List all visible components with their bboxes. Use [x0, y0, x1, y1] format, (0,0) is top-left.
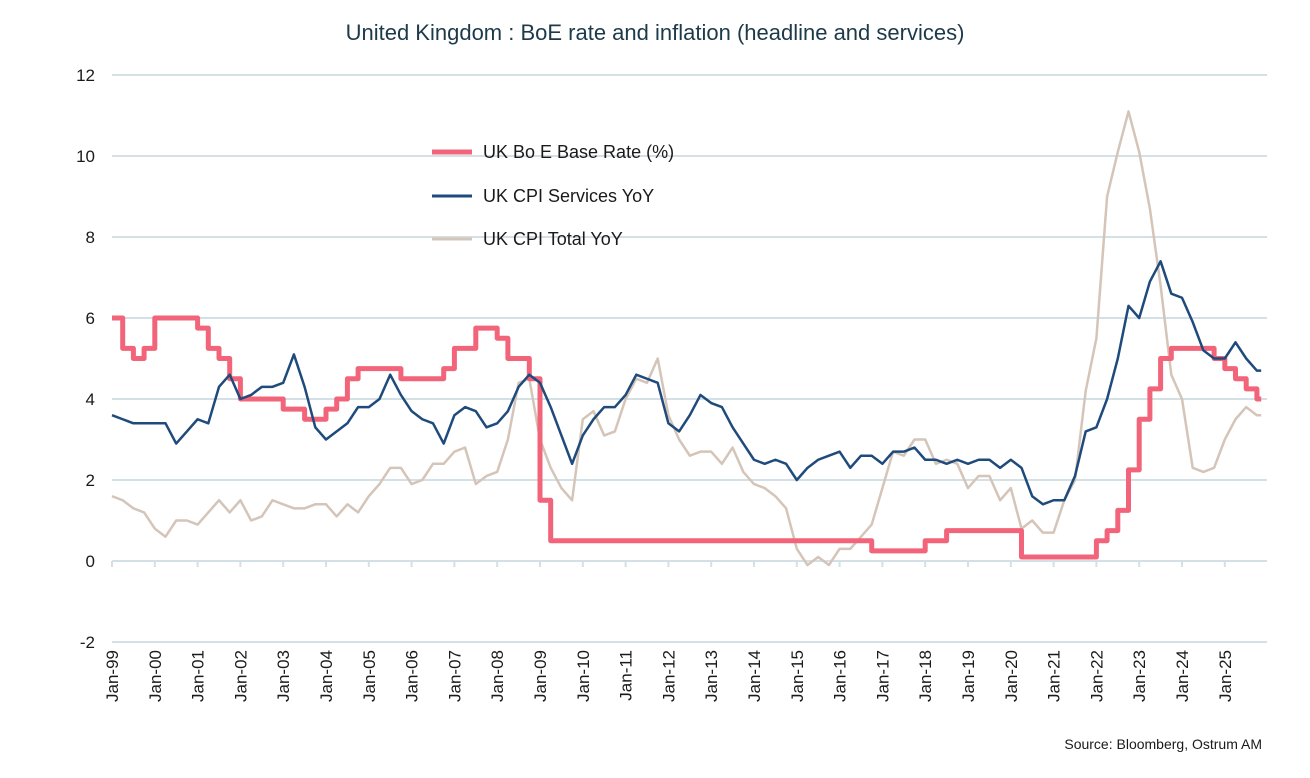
x-tick-label: Jan-10 — [574, 650, 593, 702]
x-tick-label: Jan-09 — [531, 650, 550, 702]
x-tick-label: Jan-21 — [1045, 650, 1064, 702]
y-tick-label: 6 — [86, 309, 95, 328]
x-tick-label: Jan-15 — [788, 650, 807, 702]
x-tick-label: Jan-25 — [1216, 650, 1235, 702]
y-tick-label: 4 — [86, 390, 95, 409]
x-tick-label: Jan-18 — [916, 650, 935, 702]
x-tick-label: Jan-04 — [317, 650, 336, 702]
line-cpi-services — [111, 260, 1262, 506]
y-axis-ticks: -2 0 2 4 6 8 10 12 — [76, 66, 95, 652]
x-tick-label: Jan-14 — [745, 650, 764, 702]
legend: UK Bo E Base Rate (%) UK CPI Services Yo… — [432, 142, 674, 249]
x-tick-label: Jan-01 — [189, 650, 208, 702]
gridlines — [112, 74, 1267, 643]
x-tick-label: Jan-20 — [1002, 650, 1021, 702]
chart-title: United Kingdom : BoE rate and inflation … — [346, 20, 965, 45]
y-tick-label: 8 — [86, 228, 95, 247]
legend-label-cpi-total: UK CPI Total YoY — [483, 229, 623, 249]
x-tick-label: Jan-06 — [403, 650, 422, 702]
line-base-rate — [112, 315, 1262, 560]
line-cpi-total — [111, 110, 1262, 567]
x-tick-label: Jan-17 — [873, 650, 892, 702]
y-tick-label: -2 — [80, 633, 95, 652]
x-tick-label: Jan-03 — [274, 650, 293, 702]
x-axis-ticks: Jan-99 Jan-00 Jan-01 Jan-02 Jan-03 Jan-04 Jan-… — [103, 561, 1235, 702]
x-tick-label: Jan-02 — [231, 650, 250, 702]
y-tick-label: 2 — [86, 471, 95, 490]
x-tick-label: Jan-08 — [488, 650, 507, 702]
y-tick-label: 12 — [76, 66, 95, 85]
x-tick-label: Jan-07 — [445, 650, 464, 702]
x-tick-label: Jan-05 — [360, 650, 379, 702]
y-tick-label: 0 — [86, 552, 95, 571]
x-tick-label: Jan-24 — [1173, 650, 1192, 702]
x-tick-label: Jan-16 — [831, 650, 850, 702]
legend-label-base-rate: UK Bo E Base Rate (%) — [483, 142, 674, 162]
x-tick-label: Jan-19 — [959, 650, 978, 702]
x-tick-label: Jan-22 — [1087, 650, 1106, 702]
x-tick-label: Jan-13 — [702, 650, 721, 702]
x-tick-label: Jan-23 — [1130, 650, 1149, 702]
x-tick-label: Jan-12 — [659, 650, 678, 702]
x-tick-label: Jan-11 — [617, 650, 636, 701]
x-tick-label: Jan-99 — [103, 650, 122, 702]
source-note: Source: Bloomberg, Ostrum AM — [1064, 736, 1262, 752]
series-lines — [111, 110, 1262, 567]
y-tick-label: 10 — [76, 147, 95, 166]
x-tick-label: Jan-00 — [146, 650, 165, 702]
legend-label-cpi-services: UK CPI Services YoY — [483, 186, 654, 206]
